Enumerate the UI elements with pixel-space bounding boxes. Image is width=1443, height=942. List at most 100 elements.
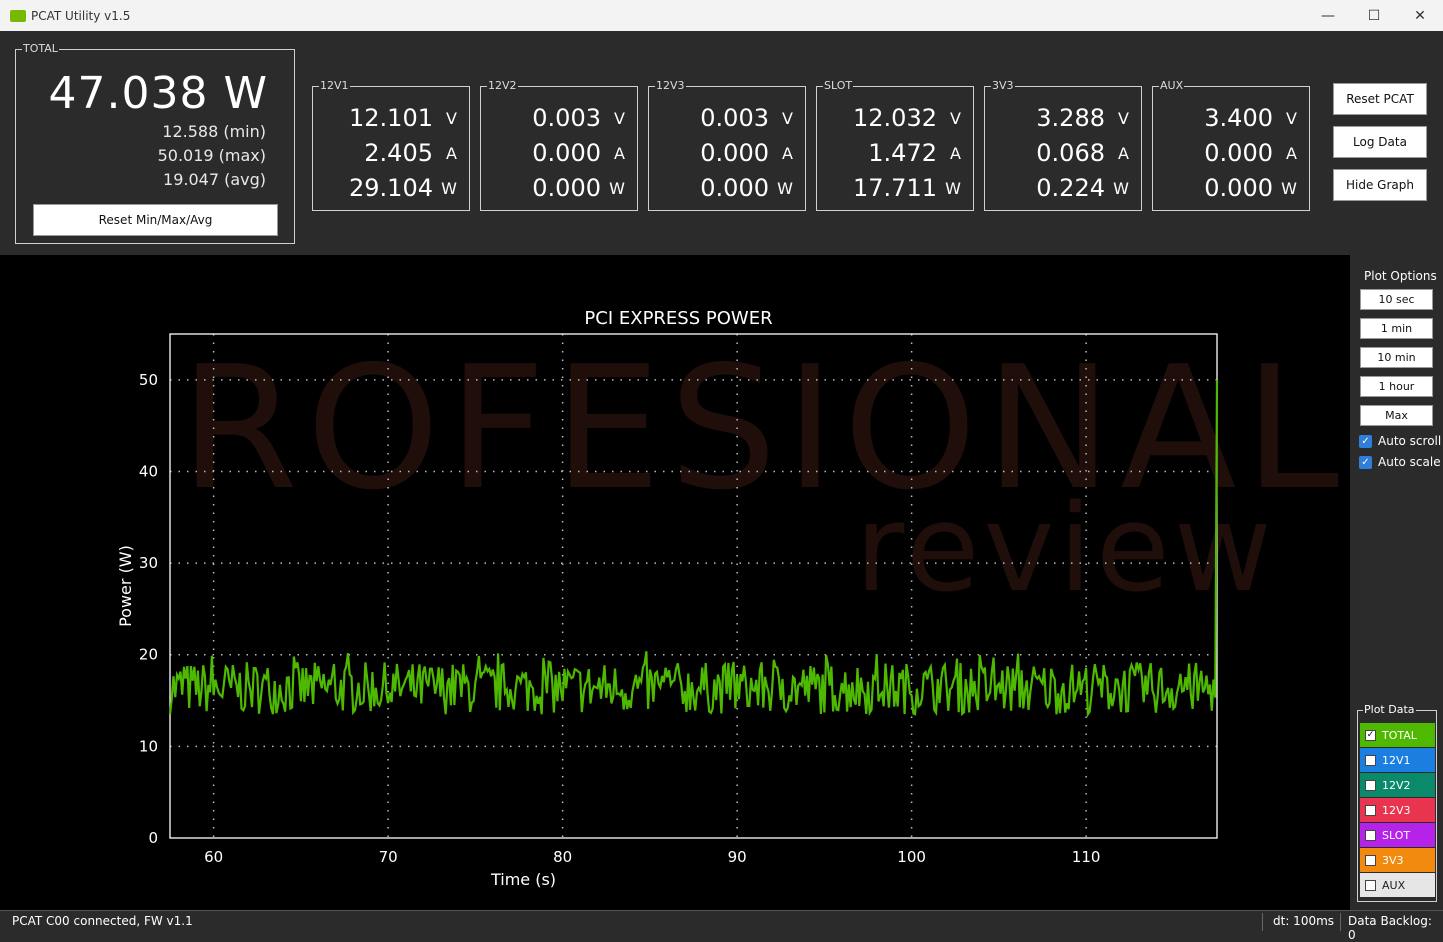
checkmark-icon: ✓: [1365, 729, 1376, 741]
x-axis-label: Time (s): [490, 870, 556, 889]
title-bar: PCAT Utility v1.5 — ☐ ✕: [0, 0, 1443, 31]
maximize-button[interactable]: ☐: [1367, 7, 1381, 24]
rail-volts-unit: V: [614, 109, 625, 128]
range-max-button[interactable]: Max: [1360, 405, 1433, 426]
rail-group-12v2: 12V2 0.003 V 0.000 A 0.000 W: [480, 79, 639, 211]
rail-group-12v1: 12V1 12.101 V 2.405 A 29.104 W: [312, 79, 471, 211]
plot-data-item-12v3[interactable]: 12V3: [1360, 798, 1435, 822]
range-1-min-button[interactable]: 1 min: [1360, 318, 1433, 339]
plot-data-item-total[interactable]: ✓ TOTAL: [1360, 723, 1435, 747]
close-button[interactable]: ✕: [1414, 7, 1426, 24]
minimize-button[interactable]: —: [1321, 7, 1335, 24]
rail-amps-value: 0.000: [1204, 139, 1273, 167]
rail-watts-unit: W: [777, 179, 793, 198]
auto-scale-checkbox[interactable]: ✓ Auto scale: [1359, 455, 1441, 469]
range-10-min-button[interactable]: 10 min: [1360, 347, 1433, 368]
rail-watts-row: 0.000 W: [649, 174, 807, 209]
rail-amps-row: 2.405 A: [313, 139, 471, 174]
rail-watts-unit: W: [1113, 179, 1129, 198]
plot-data-item-3v3[interactable]: 3V3: [1360, 848, 1435, 872]
plot-data-item-label: TOTAL: [1382, 728, 1417, 742]
data-backlog-status: Data Backlog: 0: [1348, 914, 1432, 942]
x-tick-label: 70: [379, 848, 398, 866]
rail-amps-unit: A: [782, 144, 793, 163]
rail-volts-unit: V: [446, 109, 457, 128]
rail-amps-row: 0.000 A: [481, 139, 639, 174]
rail-legend: SLOT: [823, 79, 854, 92]
plot-data-item-label: 12V1: [1382, 753, 1411, 767]
rail-amps-unit: A: [950, 144, 961, 163]
range-10-sec-button[interactable]: 10 sec: [1360, 289, 1433, 310]
rail-legend: 3V3: [991, 79, 1015, 92]
hide-graph-button[interactable]: Hide Graph: [1333, 169, 1427, 201]
rail-watts-row: 29.104 W: [313, 174, 471, 209]
plot-data-group: Plot Data ✓ TOTAL 12V1 12V2 12V3 SLOT 3V3 AUX: [1357, 703, 1437, 902]
rail-watts-unit: W: [1281, 179, 1297, 198]
connection-status: PCAT C00 connected, FW v1.1: [12, 914, 193, 928]
checkmark-icon: ✓: [1359, 455, 1372, 469]
rail-legend: 12V1: [319, 79, 350, 92]
plot-data-item-12v2[interactable]: 12V2: [1360, 773, 1435, 797]
rail-watts-row: 0.000 W: [481, 174, 639, 209]
rail-legend: 12V3: [655, 79, 686, 92]
plot-data-item-label: AUX: [1382, 878, 1406, 892]
rail-watts-value: 29.104: [349, 174, 433, 202]
auto-scroll-checkbox[interactable]: ✓ Auto scroll: [1359, 434, 1441, 448]
y-tick-label: 40: [139, 462, 158, 480]
plot-options-panel: Plot Options 10 sec 1 min 10 min 1 hour …: [1350, 255, 1443, 910]
reset-min-max-avg-button[interactable]: Reset Min/Max/Avg: [33, 204, 278, 236]
rail-amps-value: 0.068: [1036, 139, 1105, 167]
plot-frame: [169, 333, 1218, 839]
rail-volts-unit: V: [782, 109, 793, 128]
plot-data-item-label: SLOT: [1382, 828, 1411, 842]
rail-legend: 12V2: [487, 79, 518, 92]
rail-amps-row: 0.000 A: [649, 139, 807, 174]
total-max: 50.019 (max): [157, 146, 266, 165]
total-legend: TOTAL: [22, 42, 59, 55]
total-power-series: [168, 379, 1219, 718]
rail-volts-value: 3.288: [1036, 104, 1105, 132]
status-separator: [1340, 913, 1341, 931]
rail-watts-value: 0.000: [532, 174, 601, 202]
y-tick-label: 0: [148, 829, 158, 847]
rail-group-aux: AUX 3.400 V 0.000 A 0.000 W: [1152, 79, 1311, 211]
rail-watts-value: 0.224: [1036, 174, 1105, 202]
plot-data-item-label: 12V3: [1382, 803, 1411, 817]
total-min: 12.588 (min): [162, 122, 266, 141]
rail-watts-row: 17.711 W: [817, 174, 975, 209]
rail-watts-row: 0.224 W: [985, 174, 1143, 209]
rail-watts-row: 0.000 W: [1153, 174, 1311, 209]
plot-data-item-12v1[interactable]: 12V1: [1360, 748, 1435, 772]
rail-group-slot: SLOT 12.032 V 1.472 A 17.711 W: [816, 79, 975, 211]
plot-data-item-label: 12V2: [1382, 778, 1411, 792]
power-graph: ROFESIONAL review PCI EXPRESS POWER 60 70 8…: [0, 255, 1350, 910]
checkmark-icon: ✓: [1359, 434, 1372, 448]
rail-amps-row: 1.472 A: [817, 139, 975, 174]
rail-volts-row: 3.400 V: [1153, 104, 1311, 139]
plot-data-item-slot[interactable]: SLOT: [1360, 823, 1435, 847]
x-tick-label: 80: [553, 848, 572, 866]
rail-amps-value: 0.000: [700, 139, 769, 167]
rail-amps-unit: A: [1286, 144, 1297, 163]
log-data-button[interactable]: Log Data: [1333, 126, 1427, 158]
checkbox-icon: [1365, 879, 1376, 891]
rail-amps-row: 0.000 A: [1153, 139, 1311, 174]
rail-legend: AUX: [1159, 79, 1185, 92]
y-axis-label: Power (W): [116, 545, 135, 627]
range-1-hour-button[interactable]: 1 hour: [1360, 376, 1433, 397]
rail-volts-row: 0.003 V: [649, 104, 807, 139]
checkbox-icon: [1365, 829, 1376, 841]
auto-scale-label: Auto scale: [1378, 455, 1441, 469]
rail-group-3v3: 3V3 3.288 V 0.068 A 0.224 W: [984, 79, 1143, 211]
y-tick-label: 20: [139, 646, 158, 664]
y-tick-label: 30: [139, 554, 158, 572]
rail-volts-value: 3.400: [1204, 104, 1273, 132]
plot-data-item-aux[interactable]: AUX: [1360, 873, 1435, 897]
reset-pcat-button[interactable]: Reset PCAT: [1333, 83, 1427, 115]
rail-watts-value: 0.000: [700, 174, 769, 202]
dt-status: dt: 100ms: [1273, 914, 1335, 928]
rail-volts-value: 12.101: [349, 104, 433, 132]
rail-watts-unit: W: [945, 179, 961, 198]
rail-volts-value: 0.003: [700, 104, 769, 132]
x-tick-label: 110: [1072, 848, 1101, 866]
